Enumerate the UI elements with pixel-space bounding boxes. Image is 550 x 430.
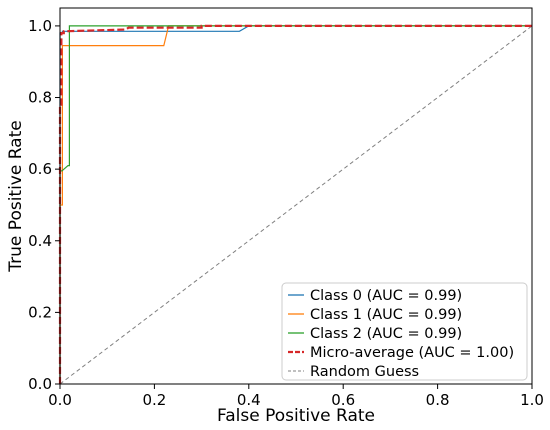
- series-line-3: [58, 24, 532, 384]
- legend-label: Class 0 (AUC = 0.99): [310, 288, 462, 304]
- y-tick-label: 1.0: [28, 17, 52, 35]
- legend-label: Micro-average (AUC = 1.00): [310, 345, 514, 361]
- x-tick-label: 0.6: [331, 391, 355, 409]
- x-tick-label: 0.4: [237, 391, 261, 409]
- legend-label: Class 2 (AUC = 0.99): [310, 326, 462, 342]
- y-tick-label: 0.8: [28, 89, 52, 107]
- x-axis-label: False Positive Rate: [217, 406, 375, 426]
- plot-frame: [59, 7, 533, 385]
- series-line-4: [59, 25, 533, 385]
- y-axis: 0.0 0.2 0.4 0.6 0.8 1.0: [28, 17, 60, 393]
- y-tick-label: 0.6: [28, 160, 52, 178]
- x-tick-label: 1.0: [520, 391, 544, 409]
- legend-label: Class 1 (AUC = 0.99): [310, 307, 462, 323]
- y-tick-label: 0.2: [28, 303, 52, 321]
- y-tick-label: 0.4: [28, 232, 52, 250]
- legend: Class 0 (AUC = 0.99) Class 1 (AUC = 0.99)…: [281, 282, 528, 381]
- legend-box: [281, 282, 528, 381]
- x-tick-label: 0.2: [142, 391, 166, 409]
- y-tick-label: 0.0: [28, 375, 52, 393]
- x-axis: 0.0 0.2 0.4 0.6 0.8 1.0: [48, 384, 544, 409]
- legend-label: Random Guess: [310, 364, 419, 380]
- x-tick-label: 0.8: [426, 391, 450, 409]
- y-axis-label: True Positive Rate: [6, 120, 26, 272]
- x-tick-label: 0.0: [48, 391, 72, 409]
